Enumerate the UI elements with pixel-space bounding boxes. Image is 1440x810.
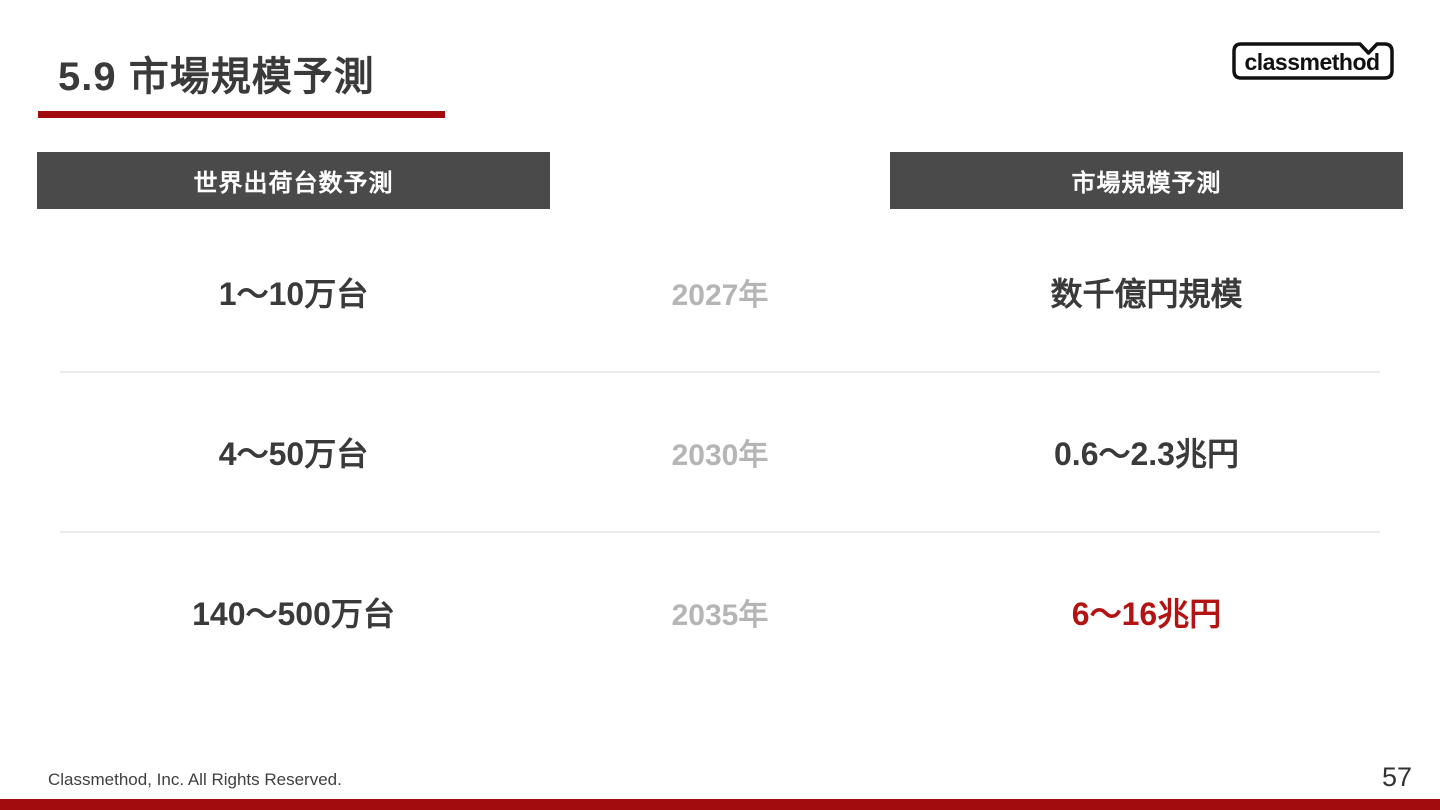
shipment-value: 140〜500万台 [192, 596, 395, 632]
year-label: 2030年 [671, 439, 769, 472]
column-header-shipment-label: 世界出荷台数予測 [193, 170, 394, 197]
row-divider [60, 371, 1380, 373]
column-header-market: 市場規模予測 [890, 152, 1403, 209]
classmethod-logo-text: classmethod [1244, 49, 1379, 75]
year-label: 2027年 [671, 279, 769, 312]
table-row: 1〜10万台 2027年 数千億円規模 [0, 213, 1440, 371]
bottom-accent-bar [0, 799, 1440, 810]
market-value: 数千億円規模 [1050, 276, 1243, 312]
shipment-value: 1〜10万台 [218, 276, 369, 312]
column-header-market-label: 市場規模予測 [1071, 170, 1222, 197]
classmethod-logo: classmethod [1232, 42, 1394, 80]
column-header-shipment: 世界出荷台数予測 [37, 152, 550, 209]
market-value: 6〜16兆円 [1071, 596, 1222, 632]
page-number: 57 [1381, 762, 1412, 792]
table-row: 140〜500万台 2035年 6〜16兆円 [0, 533, 1440, 691]
forecast-table: 1〜10万台 2027年 数千億円規模 4〜50万台 2030年 0.6〜2.3… [0, 213, 1440, 691]
shipment-value: 4〜50万台 [218, 436, 369, 472]
row-divider [60, 531, 1380, 533]
classmethod-logo-border: classmethod [1232, 42, 1394, 80]
title-underline [38, 111, 445, 118]
year-label: 2035年 [671, 599, 769, 632]
market-value: 0.6〜2.3兆円 [1054, 436, 1239, 472]
page-title: 5.9 市場規模予測 [58, 55, 375, 99]
footer-copyright: Classmethod, Inc. All Rights Reserved. [48, 770, 342, 789]
table-row: 4〜50万台 2030年 0.6〜2.3兆円 [0, 373, 1440, 531]
